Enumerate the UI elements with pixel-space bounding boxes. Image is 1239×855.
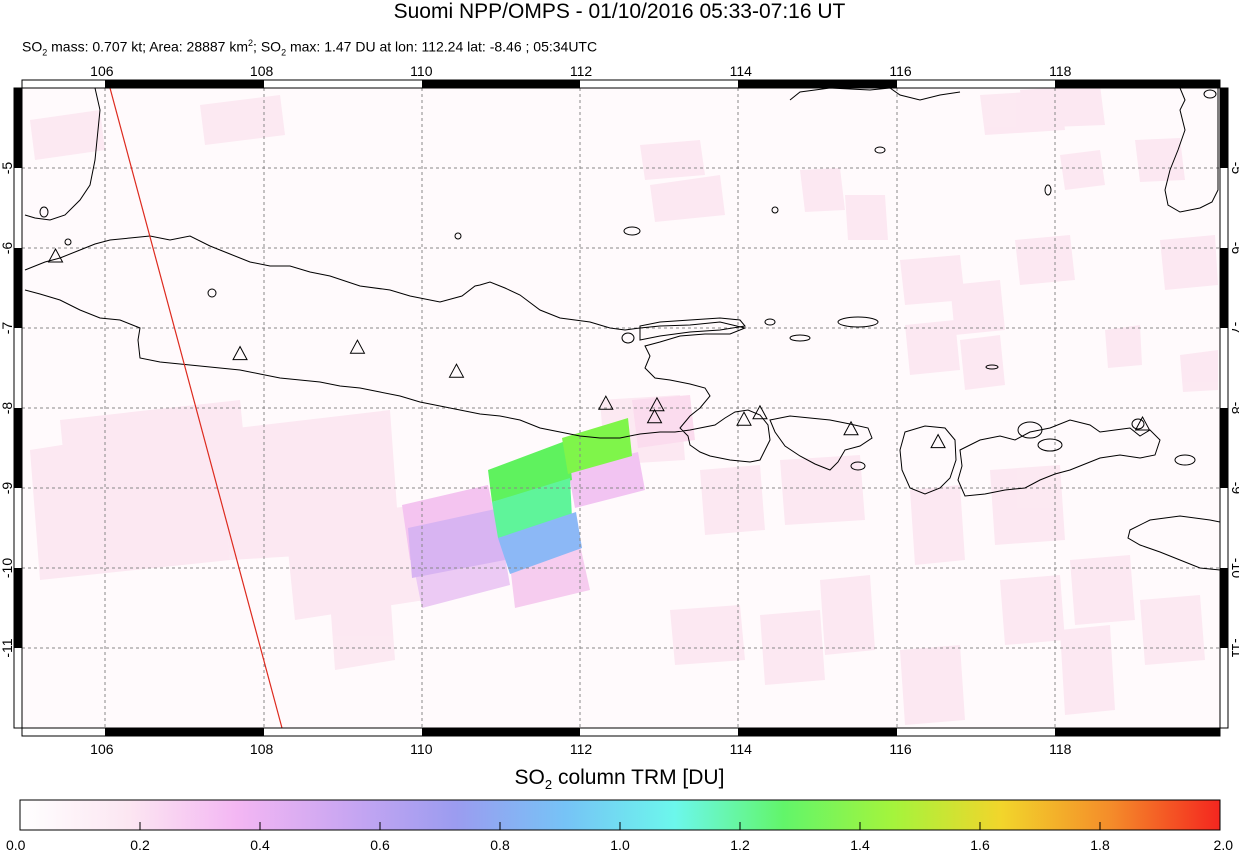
lat-tick-label: -5	[0, 162, 15, 175]
lon-tick-label: 106	[90, 63, 114, 79]
coastline-borneo	[789, 88, 961, 101]
volcano-triangle-icon	[752, 404, 768, 420]
colorbar-tick-label: 1.2	[730, 837, 750, 853]
coastline-madura	[639, 317, 746, 341]
lat-tick-label: -6	[0, 242, 15, 255]
so2-pixel	[408, 508, 505, 578]
lon-tick-label: 116	[889, 741, 912, 757]
volcano-triangle-icon	[930, 433, 946, 449]
map-frame	[13, 79, 1229, 737]
volcano-triangle-icon	[597, 395, 614, 410]
lon-tick-label: 112	[570, 741, 593, 757]
map-subtitle: SO2 mass: 0.707 kt; Area: 28887 km2; SO2…	[22, 38, 598, 58]
volcano-triangle-icon	[843, 420, 859, 436]
lat-tick-label: -10	[0, 558, 15, 578]
coastlines	[24, 88, 1220, 571]
volcano-triangle-icon	[232, 345, 248, 361]
lon-tick-labels-top: 106 108 110 112 114 116 118	[90, 63, 1071, 79]
colorbar-title: SO2 column TRM [DU]	[514, 766, 725, 793]
volcano-triangle-icon	[1134, 415, 1151, 431]
lat-tick-label: -6	[1229, 242, 1239, 255]
lat-tick-label: -8	[1229, 402, 1239, 415]
coastline-java	[24, 235, 771, 463]
lat-tick-labels-left: -5 -6 -7 -8 -9 -10 -11	[0, 162, 15, 658]
lat-tick-label: -11	[1229, 638, 1239, 657]
lat-tick-label: -7	[0, 322, 15, 335]
lon-tick-label: 118	[1049, 63, 1072, 79]
volcano-triangle-icon	[649, 396, 665, 412]
volcano-triangle-icon	[47, 247, 64, 263]
volcano-markers	[47, 247, 1151, 449]
lon-tick-label: 106	[90, 741, 114, 757]
colorbar-tick-label: 1.6	[970, 837, 990, 853]
colorbar-tick-label: 0.6	[370, 837, 390, 853]
lat-tick-label: -9	[0, 482, 15, 495]
lon-tick-label: 108	[250, 741, 274, 757]
so2-pixel-green	[488, 440, 572, 502]
volcano-triangle-icon	[448, 363, 465, 378]
lat-tick-label: -10	[1229, 558, 1239, 578]
coastline-sumbawa	[957, 419, 1161, 497]
lon-tick-label: 118	[1049, 741, 1072, 757]
lon-tick-label: 110	[410, 741, 433, 757]
graticule	[22, 88, 1220, 728]
lon-tick-label: 114	[730, 741, 753, 757]
lon-tick-label: 110	[410, 63, 433, 79]
volcano-triangle-icon	[646, 408, 663, 424]
colorbar-tick-label: 1.4	[850, 837, 870, 853]
colorbar-tick-label: 2.0	[1214, 837, 1234, 853]
coastline-lombok	[899, 425, 957, 495]
coastline-sulawesi	[1164, 88, 1219, 213]
lon-tick-labels-bottom: 106 108 110 112 114 116 118	[90, 741, 1071, 757]
colorbar-tick-label: 0.2	[130, 837, 150, 853]
coastline-sumba	[1127, 515, 1220, 571]
colorbar-tick-label: 0.8	[490, 837, 510, 853]
lon-tick-label: 108	[250, 63, 274, 79]
volcano-triangle-icon	[349, 339, 366, 354]
coastline-bali	[769, 415, 873, 471]
lon-tick-label: 114	[730, 63, 753, 79]
colorbar-tick-label: 1.0	[610, 837, 630, 853]
map-title: Suomi NPP/OMPS - 01/10/2016 05:33-07:16 …	[393, 0, 846, 23]
lat-tick-label: -5	[1229, 162, 1239, 175]
lon-tick-label: 116	[889, 63, 912, 79]
coastline-sumatra	[24, 88, 101, 221]
lat-tick-label: -8	[0, 402, 15, 415]
colorbar-ticks: 0.0 0.2 0.4 0.6 0.8 1.0 1.2 1.4 1.6 1.8 2.0	[6, 822, 1233, 853]
lon-tick-label: 112	[570, 63, 593, 79]
orbit-edge-line	[109, 88, 283, 728]
colorbar-tick-label: 1.8	[1090, 837, 1110, 853]
so2-pixel-blue	[498, 512, 582, 574]
lat-tick-labels-right: -5 -6 -7 -8 -9 -10 -11	[1229, 162, 1239, 658]
lat-tick-label: -7	[1229, 322, 1239, 335]
lat-tick-label: -11	[0, 638, 15, 657]
lat-tick-label: -9	[1229, 482, 1239, 495]
colorbar-tick-label: 0.4	[250, 837, 270, 853]
volcano-triangle-icon	[736, 411, 752, 426]
colorbar-tick-label: 0.0	[6, 837, 26, 853]
